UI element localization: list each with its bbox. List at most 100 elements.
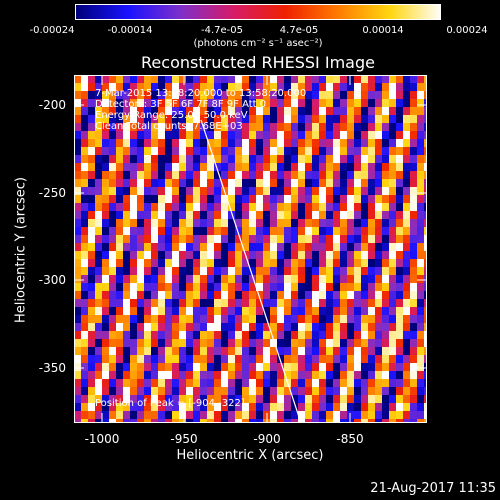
image-pixel bbox=[319, 371, 326, 379]
image-pixel bbox=[214, 91, 221, 99]
image-pixel bbox=[123, 227, 130, 235]
image-pixel bbox=[424, 179, 427, 187]
image-pixel bbox=[305, 187, 312, 195]
image-pixel bbox=[396, 203, 403, 211]
image-pixel bbox=[151, 235, 158, 243]
image-pixel bbox=[389, 307, 396, 315]
image-pixel bbox=[102, 147, 109, 155]
image-pixel bbox=[424, 219, 427, 227]
image-pixel bbox=[88, 419, 95, 423]
image-pixel bbox=[305, 419, 312, 423]
image-pixel bbox=[235, 155, 242, 163]
image-pixel bbox=[270, 219, 277, 227]
image-pixel bbox=[256, 243, 263, 251]
image-pixel bbox=[284, 139, 291, 147]
image-pixel bbox=[410, 291, 417, 299]
image-pixel bbox=[165, 187, 172, 195]
image-pixel bbox=[193, 171, 200, 179]
image-pixel bbox=[186, 267, 193, 275]
image-pixel bbox=[312, 371, 319, 379]
image-pixel bbox=[88, 91, 95, 99]
image-pixel bbox=[200, 147, 207, 155]
image-pixel bbox=[333, 147, 340, 155]
image-pixel bbox=[249, 131, 256, 139]
image-pixel bbox=[270, 115, 277, 123]
image-pixel bbox=[277, 259, 284, 267]
image-pixel bbox=[340, 227, 347, 235]
image-pixel bbox=[319, 283, 326, 291]
image-pixel bbox=[74, 339, 81, 347]
image-pixel bbox=[382, 203, 389, 211]
image-pixel bbox=[333, 323, 340, 331]
image-pixel bbox=[368, 291, 375, 299]
image-pixel bbox=[312, 155, 319, 163]
image-pixel bbox=[109, 131, 116, 139]
image-pixel bbox=[417, 195, 424, 203]
image-pixel bbox=[424, 395, 427, 403]
image-pixel bbox=[249, 219, 256, 227]
image-pixel bbox=[123, 283, 130, 291]
image-pixel bbox=[270, 259, 277, 267]
image-pixel bbox=[249, 283, 256, 291]
image-pixel bbox=[354, 363, 361, 371]
image-pixel bbox=[396, 83, 403, 91]
image-pixel bbox=[319, 123, 326, 131]
image-pixel bbox=[403, 171, 410, 179]
image-pixel bbox=[228, 259, 235, 267]
image-pixel bbox=[319, 259, 326, 267]
image-pixel bbox=[361, 419, 368, 423]
image-pixel bbox=[291, 371, 298, 379]
image-pixel bbox=[144, 307, 151, 315]
image-pixel bbox=[165, 99, 172, 107]
image-pixel bbox=[228, 99, 235, 107]
image-pixel bbox=[123, 371, 130, 379]
image-pixel bbox=[116, 227, 123, 235]
image-pixel bbox=[95, 75, 102, 83]
image-pixel bbox=[102, 283, 109, 291]
image-pixel bbox=[165, 203, 172, 211]
image-pixel bbox=[256, 291, 263, 299]
image-pixel bbox=[95, 203, 102, 211]
image-pixel bbox=[347, 355, 354, 363]
image-pixel bbox=[207, 115, 214, 123]
image-pixel bbox=[165, 179, 172, 187]
image-pixel bbox=[305, 243, 312, 251]
image-pixel bbox=[130, 235, 137, 243]
image-pixel bbox=[389, 283, 396, 291]
image-pixel bbox=[81, 331, 88, 339]
image-pixel bbox=[249, 331, 256, 339]
image-pixel bbox=[382, 299, 389, 307]
image-pixel bbox=[333, 379, 340, 387]
image-pixel bbox=[193, 251, 200, 259]
image-pixel bbox=[354, 331, 361, 339]
image-pixel bbox=[116, 299, 123, 307]
image-pixel bbox=[214, 131, 221, 139]
image-pixel bbox=[249, 243, 256, 251]
image-pixel bbox=[417, 339, 424, 347]
image-pixel bbox=[179, 83, 186, 91]
image-pixel bbox=[249, 227, 256, 235]
image-pixel bbox=[179, 315, 186, 323]
image-pixel bbox=[312, 251, 319, 259]
image-pixel bbox=[319, 163, 326, 171]
image-pixel bbox=[354, 259, 361, 267]
image-pixel bbox=[130, 315, 137, 323]
image-pixel bbox=[130, 139, 137, 147]
image-pixel bbox=[403, 355, 410, 363]
image-pixel bbox=[396, 387, 403, 395]
image-pixel bbox=[396, 363, 403, 371]
image-pixel bbox=[193, 107, 200, 115]
image-pixel bbox=[81, 115, 88, 123]
image-pixel bbox=[382, 235, 389, 243]
image-pixel bbox=[102, 387, 109, 395]
image-pixel bbox=[228, 419, 235, 423]
image-pixel bbox=[130, 147, 137, 155]
image-pixel bbox=[109, 203, 116, 211]
image-pixel bbox=[347, 203, 354, 211]
image-pixel bbox=[123, 171, 130, 179]
image-pixel bbox=[389, 163, 396, 171]
image-pixel bbox=[137, 91, 144, 99]
image-pixel bbox=[249, 403, 256, 411]
image-pixel bbox=[200, 315, 207, 323]
image-pixel bbox=[382, 363, 389, 371]
